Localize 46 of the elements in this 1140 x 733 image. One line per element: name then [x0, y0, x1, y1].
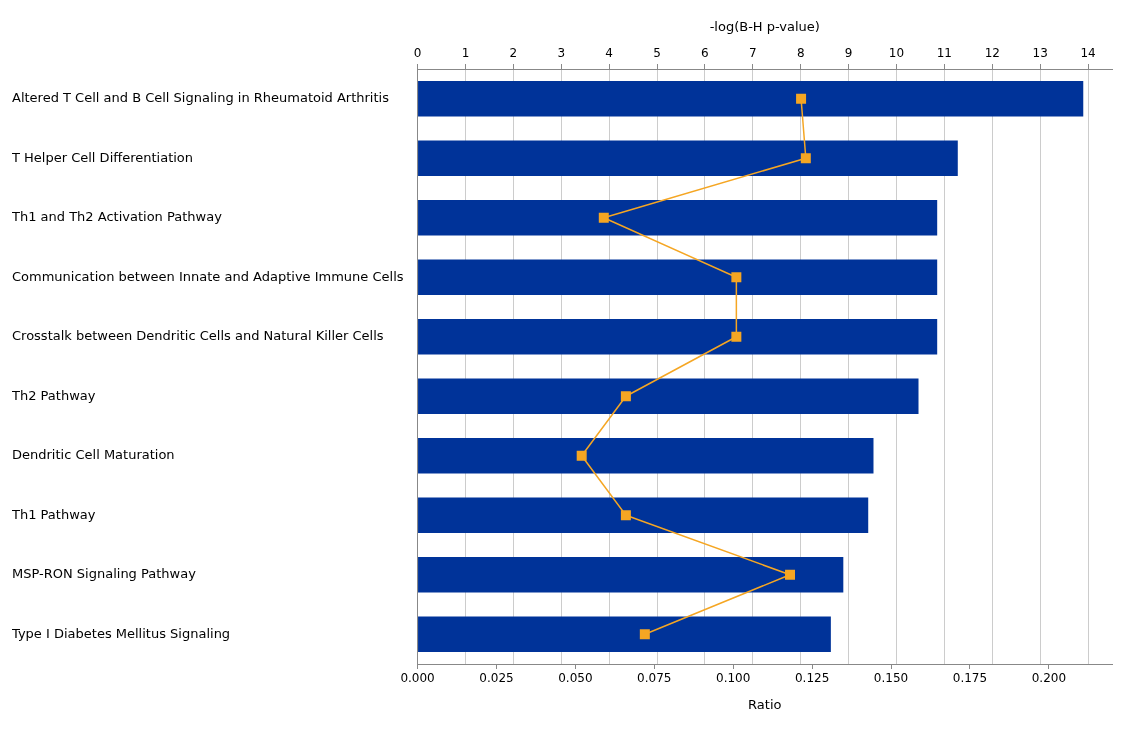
x2-tick-label: 12 — [984, 45, 1000, 60]
x2-tick-label: 13 — [1032, 45, 1048, 60]
x2-tick-label: 2 — [509, 45, 518, 60]
x2-tick-label: 1 — [461, 45, 470, 60]
x2-tick-label: 11 — [936, 45, 953, 60]
point — [785, 569, 796, 580]
x2-tick-label: 0 — [413, 45, 422, 60]
point — [800, 153, 811, 164]
x2-tick-label: 7 — [748, 45, 757, 60]
y-tick-label: Crosstalk between Dendritic Cells and Natural Killer Cells — [12, 328, 384, 344]
point — [598, 212, 609, 223]
x2-tick-label: 14 — [1080, 45, 1096, 60]
x2-tick-label: 4 — [605, 45, 613, 60]
x-tick-label: 0.025 — [479, 671, 514, 686]
x-tick-label: 0.100 — [716, 671, 751, 686]
y-tick-label: Th2 Pathway — [11, 387, 96, 403]
point — [731, 272, 742, 283]
y-tick-label: Th1 and Th2 Activation Pathway — [11, 209, 223, 225]
point — [576, 450, 587, 461]
point — [620, 510, 631, 521]
point — [796, 93, 807, 104]
x2-tick-label: 10 — [888, 45, 905, 60]
x-tick-label: 0.000 — [400, 671, 435, 686]
x2-tick-label: 6 — [701, 45, 709, 60]
x-tick-label: 0.175 — [952, 671, 988, 686]
x2-tick-label: 9 — [844, 45, 853, 60]
x2-tick-label: 8 — [796, 45, 805, 60]
point — [731, 331, 742, 342]
x2-axis-title: -log(B-H p-value) — [709, 19, 820, 35]
y-tick-label: Dendritic Cell Maturation — [12, 447, 175, 463]
x2-tick-label: 5 — [653, 45, 661, 60]
x-tick-label: 0.150 — [873, 671, 909, 686]
x-tick-label: 0.050 — [558, 671, 593, 686]
y-tick-label: Type I Diabetes Mellitus Signaling — [11, 625, 231, 641]
y-tick-label: Altered T Cell and B Cell Signaling in Rheumatoid Arthritis — [12, 90, 390, 106]
x-tick-label: 0.075 — [637, 671, 672, 686]
point — [620, 391, 631, 402]
y-tick-label: MSP-RON Signaling Pathway — [12, 566, 197, 582]
point — [639, 629, 650, 640]
y-tick-label: T Helper Cell Differentiation — [11, 149, 194, 165]
x-tick-label: 0.200 — [1031, 671, 1067, 686]
x-axis-title: Ratio — [748, 696, 782, 712]
y-tick-label: Th1 Pathway — [11, 506, 96, 522]
y-tick-label: Communication between Innate and Adaptive Immune Cells — [12, 268, 404, 284]
x-tick-label: 0.125 — [794, 671, 830, 686]
x2-tick-label: 3 — [557, 45, 566, 60]
